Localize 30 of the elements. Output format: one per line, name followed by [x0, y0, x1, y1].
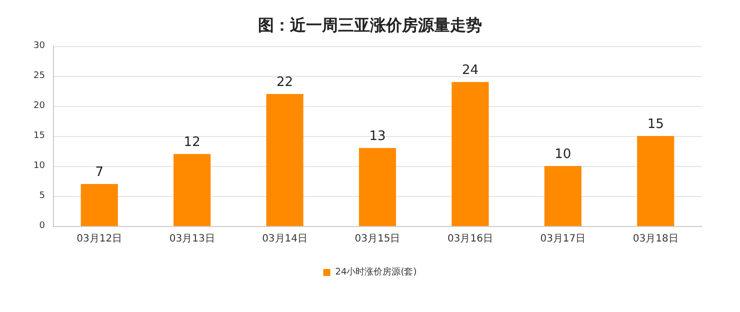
data-label: 10	[554, 147, 572, 162]
legend-label: 24小时涨价房源(套)	[335, 266, 417, 278]
x-tick-label: 03月13日	[169, 234, 215, 244]
bar	[80, 184, 118, 226]
y-tick-label: 25	[34, 71, 45, 81]
data-label: 24	[462, 63, 478, 78]
y-tick-label: 20	[34, 101, 46, 111]
x-tick-label: 03月14日	[262, 234, 308, 244]
x-tick-label: 03月17日	[540, 234, 586, 244]
bar	[544, 166, 582, 226]
x-tick-label: 03月12日	[76, 234, 122, 244]
x-tick-label: 03月15日	[354, 234, 400, 244]
bar	[174, 154, 211, 226]
x-tick-label: 03月18日	[632, 234, 678, 244]
y-tick-label: 30	[34, 41, 46, 51]
y-tick-label: 5	[39, 191, 45, 201]
y-tick-label: 0	[39, 221, 46, 231]
bar	[452, 82, 489, 226]
bar	[358, 148, 396, 226]
data-label: 13	[369, 129, 386, 144]
bar	[637, 136, 674, 226]
y-tick-label: 15	[34, 131, 45, 141]
y-tick-label: 10	[34, 161, 46, 171]
data-label: 7	[95, 165, 104, 180]
chart-title: 图：近一周三亚涨价房源量走势	[258, 16, 482, 34]
data-label: 22	[276, 75, 294, 90]
data-label: 15	[647, 117, 664, 132]
bar	[266, 94, 304, 226]
x-tick-label: 03月16日	[447, 234, 493, 244]
data-label: 12	[184, 135, 200, 150]
